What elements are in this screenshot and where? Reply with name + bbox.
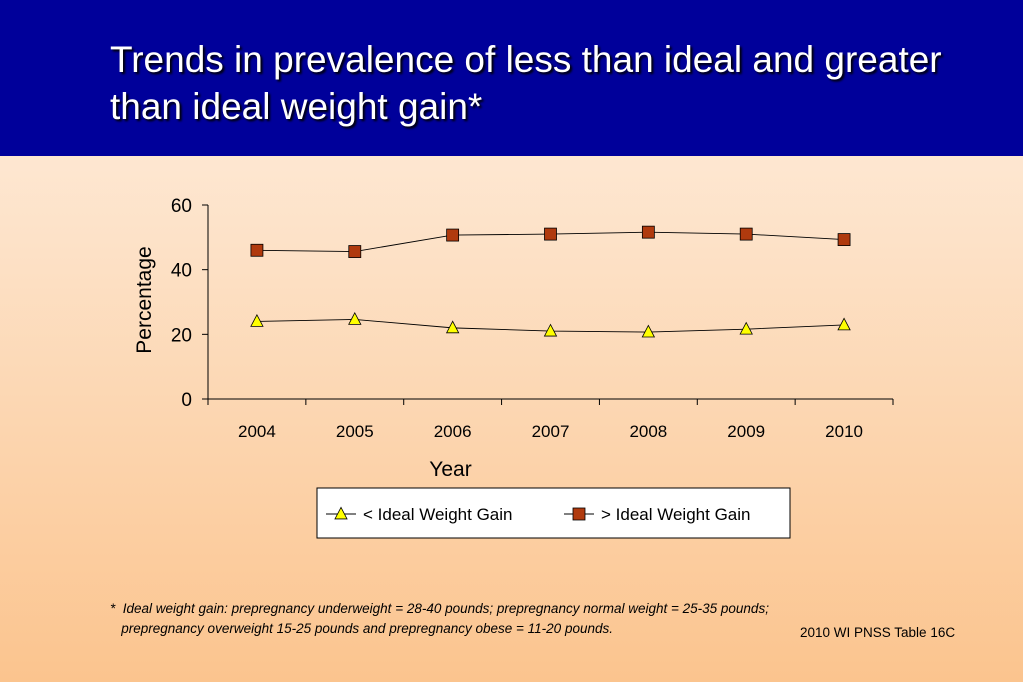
y-tick-label: 40 (171, 261, 192, 282)
y-tick-label: 20 (171, 325, 192, 346)
source-note: 2010 WI PNSS Table 16C (800, 625, 956, 640)
x-tick-label: 2006 (434, 422, 472, 441)
x-tick-label: 2004 (238, 422, 276, 441)
data-point (348, 245, 362, 258)
x-tick-label: 2005 (336, 422, 374, 441)
y-ticks: 0 20 40 60 (171, 196, 208, 411)
data-point (445, 320, 460, 334)
series-layer (250, 225, 851, 338)
title-bar: Trends in prevalence of less than ideal … (0, 0, 1023, 156)
data-point (837, 317, 851, 331)
footnote: * Ideal weight gain: prepregnancy underw… (110, 599, 890, 639)
x-tick-label: 2007 (532, 422, 570, 441)
legend-label: < Ideal Weight Gain (363, 505, 512, 524)
y-tick-label: 0 (181, 390, 192, 411)
legend-box (316, 487, 791, 539)
legend-marker (334, 506, 348, 520)
series-1 (250, 311, 851, 338)
data-point (739, 321, 753, 335)
footnote-line-2: prepregnancy overweight 15-25 pounds and… (110, 621, 613, 636)
data-point (739, 227, 753, 241)
data-point (446, 228, 460, 242)
series-2 (250, 225, 851, 258)
legend: < Ideal Weight Gain > Ideal Weight Gain (316, 487, 791, 539)
data-point (250, 313, 264, 327)
data-point (544, 227, 557, 241)
x-tick-label: 2009 (727, 422, 765, 441)
y-tick-label: 60 (171, 196, 192, 217)
data-point (348, 311, 362, 325)
legend-label: > Ideal Weight Gain (601, 505, 750, 524)
x-ticks: 2004 2005 2006 2007 2008 2009 2010 (207, 399, 894, 441)
data-point (250, 243, 264, 257)
data-point (543, 323, 558, 337)
slide-title: Trends in prevalence of less than ideal … (110, 39, 942, 127)
x-tick-label: 2010 (825, 422, 863, 441)
data-point (641, 225, 655, 239)
x-tick-label: 2008 (629, 422, 667, 441)
y-axis-label: Percentage (133, 246, 156, 353)
footnote-line-1: * Ideal weight gain: prepregnancy underw… (110, 601, 769, 616)
x-axis-label: Year (429, 458, 471, 481)
data-point (641, 324, 656, 338)
data-point (837, 233, 851, 246)
legend-marker (572, 507, 586, 521)
